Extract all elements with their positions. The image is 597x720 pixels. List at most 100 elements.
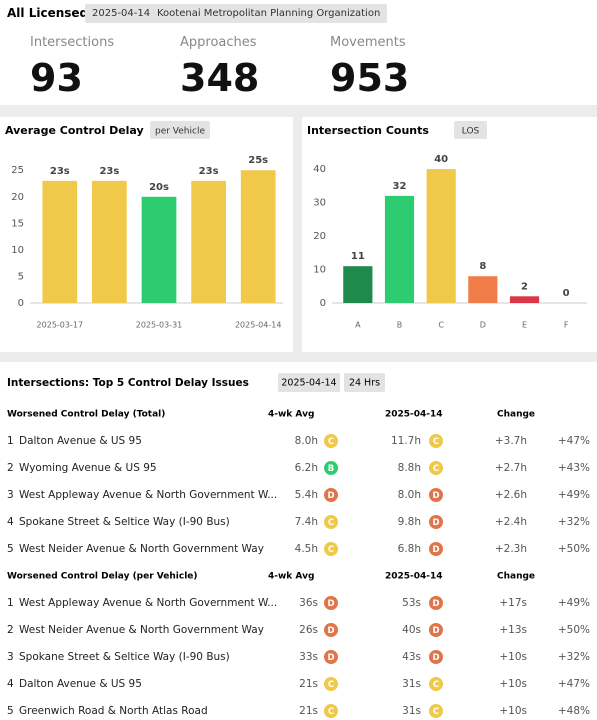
organization-pill[interactable]: Kootenai Metropolitan Planning Organizat… [150,4,388,23]
rank: 4 [7,516,14,528]
value-label: 23s [50,166,70,177]
filter-pill-label[interactable]: 2025-04-14 [281,378,336,389]
rank: 3 [7,489,14,501]
change-percent: +32% [558,651,590,663]
rank: 5 [7,543,14,555]
value-label: 8 [479,261,486,272]
column-header: Change [497,410,535,420]
intersection-name[interactable]: West Neider Avenue & North Government Wa… [19,543,264,555]
x-tick-label: F [564,321,569,330]
filter-pill[interactable] [344,373,385,392]
intersection-name[interactable]: West Appleway Avenue & North Government … [19,489,277,501]
x-tick-label: B [397,321,403,330]
column-header: Change [497,572,535,582]
los-letter: D [327,626,334,636]
change-percent: +48% [558,705,590,717]
los-letter: C [328,680,334,690]
los-badge [429,677,443,691]
intersection-name[interactable]: Spokane Street & Seltice Way (I-90 Bus) [19,516,230,528]
los-letter: D [432,653,439,663]
los-badge [429,434,443,448]
table-panel: Intersections: Top 5 Control Delay Issue… [0,362,597,720]
los-letter: D [432,626,439,636]
avg-value: 5.4h [295,489,318,501]
los-letter: D [432,491,439,501]
current-value: 11.7h [391,435,421,447]
bar [240,170,276,303]
intersection-name[interactable]: West Neider Avenue & North Government Wa… [19,624,264,636]
summary-panel: All Licensed 2025-04-14 Kootenai Metropo… [0,0,597,105]
avg-value: 21s [299,678,318,690]
page-title: All Licensed [7,6,89,20]
avg-value: 26s [299,624,318,636]
value-label: 11 [351,251,365,262]
change-percent: +50% [558,543,590,555]
los-letter: D [432,545,439,555]
date-pill[interactable]: 2025-04-14 [85,4,158,23]
intersection-name[interactable]: Greenwich Road & North Atlas Road [19,705,208,717]
value-label: 40 [434,154,448,165]
bar [426,169,456,303]
x-tick-label: C [438,321,444,330]
intersection-name[interactable]: Dalton Avenue & US 95 [19,678,142,690]
value-label: 25s [248,155,268,166]
los-badge [429,542,443,556]
change-value: +2.6h [495,489,527,501]
los-letter: C [433,707,439,717]
kpi-value: 93 [30,56,83,100]
intersection-name[interactable]: West Appleway Avenue & North Government … [19,597,277,609]
change-percent: +47% [558,435,590,447]
intersection-name[interactable]: Wyoming Avenue & US 95 [19,462,157,474]
value-label: 20s [149,182,169,193]
y-tick-label: 10 [11,245,24,256]
change-percent: +50% [558,624,590,636]
kpi-label: Movements [330,35,406,50]
change-percent: +47% [558,678,590,690]
chart-panel: Average Control Delay per Vehicle 0 5 10 15 20… [0,117,293,352]
los-badge [429,461,443,475]
los-letter: D [327,599,334,609]
table-title: Intersections: Top 5 Control Delay Issue… [7,377,249,389]
value-label: 23s [99,166,119,177]
change-value: +2.3h [495,543,527,555]
x-tick-label: 2025-04-14 [235,321,282,330]
avg-value: 7.4h [295,516,318,528]
bar [92,180,127,303]
kpi-label: Intersections [30,35,115,50]
toggle-button[interactable] [454,121,487,139]
los-letter: C [328,545,334,555]
current-value: 53s [402,597,421,609]
change-value: +10s [499,651,527,663]
intersection-name[interactable]: Spokane Street & Seltice Way (I-90 Bus) [19,651,230,663]
change-percent: +32% [558,516,590,528]
change-value: +10s [499,678,527,690]
toggle-button[interactable] [150,121,210,139]
y-tick-label: 0 [320,298,326,309]
filter-pill-label[interactable]: 24 Hrs [349,378,380,389]
column-header: 4-wk Avg [268,410,314,420]
los-letter: C [433,680,439,690]
change-value: +17s [499,597,527,609]
filter-pill[interactable] [278,373,340,392]
los-letter: D [432,599,439,609]
bar [42,180,78,303]
los-badge [429,515,443,529]
current-value: 31s [402,678,421,690]
change-percent: +49% [558,597,590,609]
kpi-label: Approaches [180,35,257,50]
avg-value: 6.2h [295,462,318,474]
intersection-name[interactable]: Dalton Avenue & US 95 [19,435,142,447]
bar [509,296,540,303]
column-header: 2025-04-14 [385,410,443,420]
rank: 4 [7,678,14,690]
change-percent: +49% [558,489,590,501]
los-letter: D [432,518,439,528]
rank: 3 [7,651,14,663]
toggle-button-label[interactable]: per Vehicle [155,127,205,137]
toggle-button-label[interactable]: LOS [462,127,480,137]
los-letter: D [327,653,334,663]
chart: Intersection Counts LOS01020304011A32B40C… [307,121,587,330]
los-letter: B [328,464,334,474]
current-value: 43s [402,651,421,663]
rank: 5 [7,705,14,717]
